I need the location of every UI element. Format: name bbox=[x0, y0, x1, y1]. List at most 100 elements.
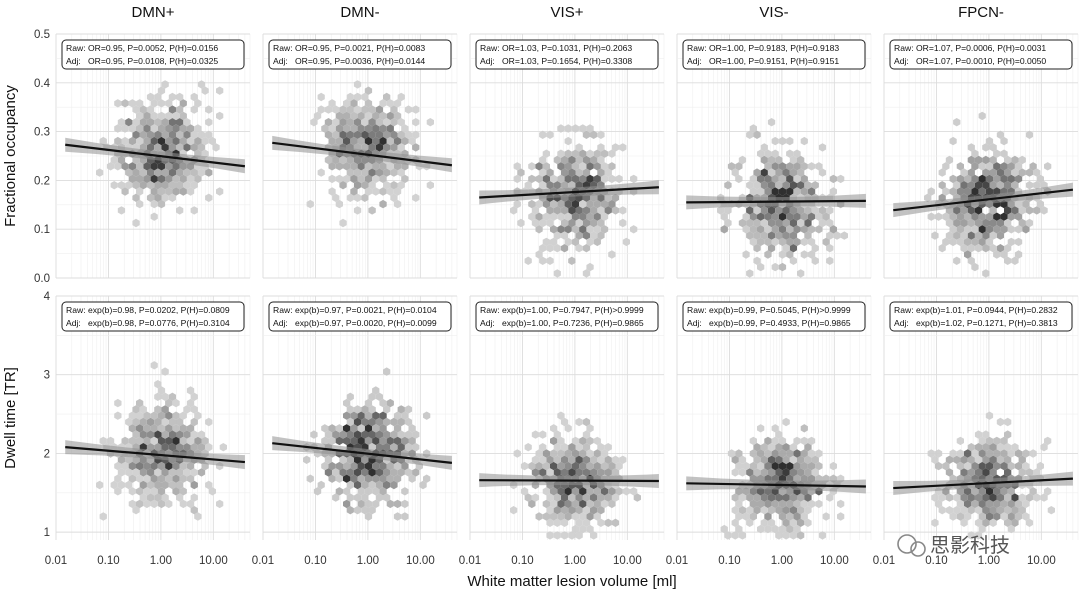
hexbin-cell bbox=[597, 518, 605, 527]
hexbin-cell bbox=[608, 162, 616, 171]
hexbin-cell bbox=[1000, 225, 1008, 234]
hexbin-cell bbox=[575, 518, 583, 527]
hexbin-cell bbox=[590, 506, 598, 515]
hexbin-cell bbox=[564, 449, 572, 458]
hexbin-cell bbox=[956, 449, 964, 458]
hexbin-cell bbox=[157, 86, 166, 95]
hexbin-cell bbox=[343, 424, 351, 433]
hexbin-cell bbox=[590, 455, 598, 464]
hexbin-cell bbox=[945, 468, 954, 477]
hexbin-cell bbox=[964, 461, 972, 471]
hexbin-cell bbox=[216, 111, 224, 121]
hexbin-cell bbox=[110, 480, 118, 490]
facet-title-visplus: VIS+ bbox=[551, 4, 584, 21]
hexbin-cell bbox=[539, 455, 547, 464]
hexbin-cell bbox=[600, 449, 609, 458]
hexbin-cell bbox=[139, 130, 147, 139]
hexbin-cell bbox=[982, 455, 990, 464]
hexbin-cell bbox=[553, 518, 561, 527]
hexbin-cell bbox=[165, 111, 173, 121]
hexbin-cell bbox=[401, 174, 409, 184]
hexbin-cell bbox=[717, 206, 725, 215]
hexbin-cell bbox=[1011, 493, 1019, 502]
hexbin-cell bbox=[179, 499, 187, 509]
hexbin-cell bbox=[157, 499, 166, 509]
hexbin-cell bbox=[179, 461, 187, 471]
hexbin-cell bbox=[967, 256, 975, 265]
stats-adj: Adj: OR=1.00, P=0.9151, P(H)=0.9151 bbox=[687, 56, 839, 66]
hexbin-cell bbox=[372, 386, 380, 395]
hexbin-cell bbox=[510, 206, 518, 215]
hexbin-cell bbox=[564, 499, 572, 509]
hexbin-cell bbox=[128, 474, 136, 483]
hexbin-cell bbox=[190, 105, 198, 114]
hexbin-cell bbox=[593, 225, 601, 234]
hexbin-cell bbox=[582, 168, 590, 177]
hexbin-cell bbox=[738, 531, 747, 540]
hexbin-cell bbox=[720, 524, 728, 534]
hexbin-cell bbox=[190, 468, 198, 477]
hexbin-cell bbox=[172, 124, 180, 133]
hexbin-cell bbox=[996, 493, 1004, 502]
hexbin-cell bbox=[775, 531, 783, 540]
hexbin-cell bbox=[597, 468, 605, 477]
hexbin-cell bbox=[793, 499, 801, 509]
hexbin-cell bbox=[764, 187, 772, 196]
hexbin-cell bbox=[608, 487, 616, 496]
hexbin-cell bbox=[190, 130, 198, 139]
hexbin-cell bbox=[985, 499, 994, 509]
hexbin-cell bbox=[383, 181, 391, 190]
hexbin-cell bbox=[782, 455, 790, 464]
hexbin-cell bbox=[767, 206, 776, 215]
hexbin-cell bbox=[571, 237, 580, 247]
hexbin-cell bbox=[1025, 468, 1034, 477]
hexbin-cell bbox=[797, 218, 805, 228]
hexbin-cell bbox=[564, 487, 572, 496]
hexbin-cell bbox=[143, 436, 151, 446]
hexbin-cell bbox=[146, 468, 155, 477]
hexbin-cell bbox=[524, 181, 532, 190]
hexbin-cell bbox=[974, 518, 983, 527]
hexbin-cell bbox=[335, 174, 343, 184]
hexbin-cell bbox=[579, 524, 587, 534]
hexbin-cell bbox=[974, 531, 983, 540]
regression-line bbox=[686, 199, 866, 204]
hexbin-cell bbox=[960, 468, 968, 477]
hexbin-cell bbox=[590, 218, 598, 228]
hexbin-cell bbox=[760, 518, 768, 527]
hexbin-cell bbox=[942, 237, 950, 247]
hexbin-cell bbox=[408, 136, 416, 146]
hexbin-cell bbox=[339, 118, 347, 127]
hexbin-cell bbox=[1004, 455, 1012, 464]
hexbin-cell bbox=[361, 493, 369, 502]
hexbin-cell bbox=[557, 411, 565, 420]
hexbin-cell bbox=[571, 162, 580, 171]
hexbin-cell bbox=[804, 218, 812, 228]
hexbin-cell bbox=[353, 181, 362, 190]
hexbin-cell bbox=[800, 187, 808, 196]
hexbin-cell bbox=[960, 168, 968, 177]
stats-raw: Raw: exp(b)=1.01, P=0.0944, P(H)=0.2832 bbox=[894, 305, 1058, 315]
hexbin-cell bbox=[985, 512, 994, 521]
hexbin-cell bbox=[767, 493, 776, 502]
hexbin-cell bbox=[1007, 499, 1015, 509]
hexbin-cell bbox=[150, 111, 158, 121]
hexbin-cell bbox=[579, 461, 587, 471]
hexbin-cell bbox=[764, 149, 772, 158]
hexbin-cell bbox=[542, 212, 550, 221]
hexbin-cell bbox=[114, 136, 122, 146]
hexbin-cell bbox=[971, 262, 979, 272]
stats-box bbox=[475, 301, 659, 332]
hexbin-cell bbox=[128, 162, 136, 171]
hexbin-cell bbox=[971, 174, 979, 184]
x-tick-label: 10.00 bbox=[820, 555, 849, 567]
hexbin-cell bbox=[539, 181, 547, 190]
hexbin-cell bbox=[393, 411, 402, 420]
hexbin-cell bbox=[778, 174, 787, 184]
hexbin-cell bbox=[1004, 493, 1012, 502]
hexbin-cell bbox=[513, 199, 521, 209]
hexbin-cell bbox=[964, 225, 972, 234]
hexbin-cell bbox=[985, 187, 994, 196]
hexbin-cell bbox=[811, 256, 819, 265]
hexbin-cell bbox=[168, 105, 176, 114]
